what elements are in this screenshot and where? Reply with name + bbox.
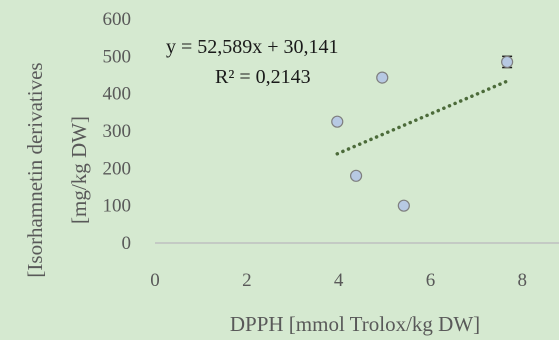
data-point: [349, 169, 363, 182]
trendline-r-squared: R² = 0,2143: [215, 66, 311, 88]
data-point: [397, 199, 410, 212]
y-tick-label: 500: [103, 46, 132, 67]
x-axis-ticks: 0 2 4 6 8: [150, 270, 527, 291]
x-tick-label: 0: [150, 270, 160, 291]
y-tick-label: 200: [103, 158, 132, 179]
y-tick-label: 400: [103, 84, 132, 105]
y-tick-label: 600: [103, 9, 132, 30]
y-axis-title-line-1: [Isorhamnetin derivatives: [23, 62, 47, 277]
x-tick-label: 6: [426, 270, 436, 291]
data-point: [501, 55, 514, 69]
x-tick-label: 2: [242, 270, 252, 291]
y-tick-label: 100: [103, 196, 132, 217]
trendline-equation: y = 52,589x + 30,141: [166, 36, 339, 58]
y-tick-label: 300: [103, 121, 132, 142]
data-points: [331, 55, 514, 212]
x-tick-label: 4: [334, 270, 344, 291]
y-tick-label: 0: [122, 233, 132, 254]
x-tick-label: 8: [518, 270, 528, 291]
x-axis-title: DPPH [mmol Trolox/kg DW]: [230, 312, 480, 336]
data-point: [331, 115, 344, 128]
y-axis-ticks: 0 100 200 300 400 500 600: [103, 9, 132, 254]
y-axis-title-line-2: [mg/kg DW]: [67, 116, 91, 224]
trendline: [335, 79, 509, 156]
data-point: [376, 71, 389, 84]
